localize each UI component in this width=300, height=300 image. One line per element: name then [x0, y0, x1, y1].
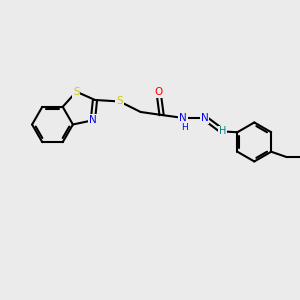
Text: N: N: [89, 115, 97, 125]
Text: H: H: [181, 123, 188, 132]
Text: S: S: [73, 87, 80, 97]
Text: N: N: [179, 113, 187, 123]
Text: S: S: [116, 97, 123, 106]
Text: O: O: [154, 88, 163, 98]
Text: N: N: [201, 113, 209, 123]
Text: H: H: [219, 127, 226, 136]
